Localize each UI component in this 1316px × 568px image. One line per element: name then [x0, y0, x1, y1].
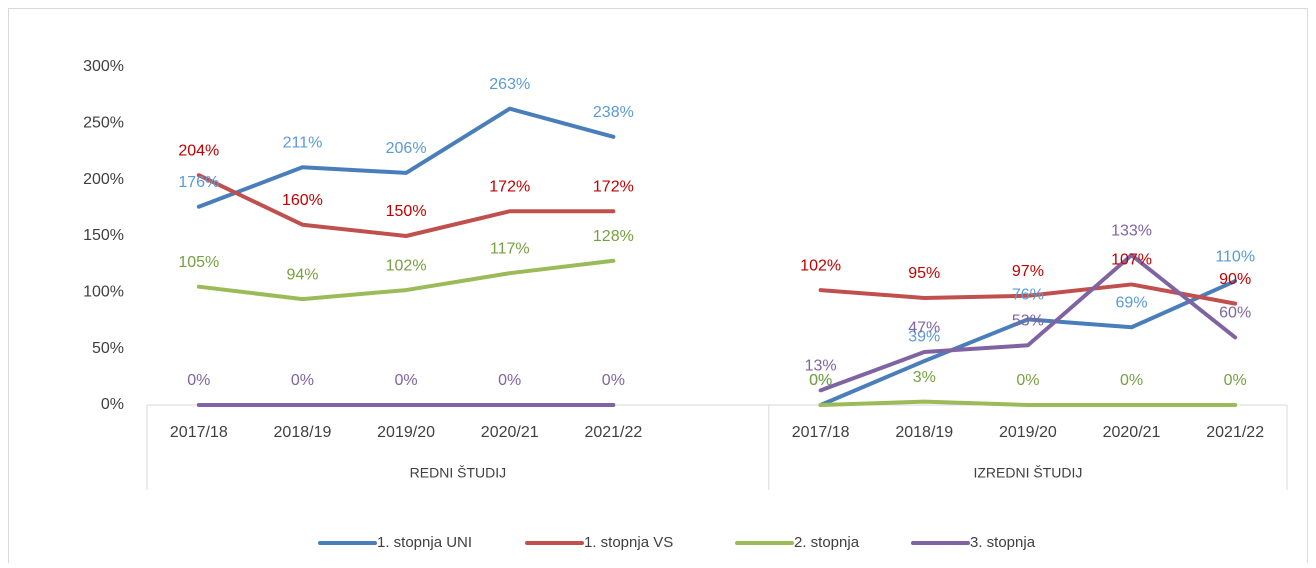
legend-label: 2. stopnja [794, 534, 860, 551]
data-label: 47% [908, 319, 940, 336]
data-label: 107% [1111, 252, 1152, 269]
data-label: 90% [1219, 271, 1251, 288]
data-label: 13% [805, 358, 837, 375]
data-label: 0% [187, 372, 210, 389]
data-label: 172% [489, 178, 530, 195]
y-tick-label: 50% [92, 340, 124, 357]
series-line [196, 253, 1238, 407]
data-label: 0% [809, 372, 832, 389]
data-label: 97% [1012, 263, 1044, 280]
data-label: 110% [1215, 248, 1255, 265]
legend-label: 1. stopnja VS [584, 534, 673, 551]
x-tick-label: 2021/22 [584, 424, 642, 441]
y-tick-label: 150% [83, 227, 124, 244]
data-label: 105% [178, 254, 219, 271]
data-label: 172% [593, 178, 634, 195]
data-label: 0% [291, 372, 314, 389]
data-label: 69% [1116, 294, 1148, 311]
x-tick-label: 2017/18 [792, 424, 850, 441]
series-line [196, 173, 1238, 306]
data-label: 0% [1016, 372, 1039, 389]
data-label: 263% [489, 76, 530, 93]
data-label: 238% [593, 104, 634, 121]
y-tick-label: 200% [83, 171, 124, 188]
data-label: 176% [178, 174, 219, 191]
series-line [196, 258, 1238, 407]
y-tick-label: 300% [83, 58, 124, 75]
data-label: 128% [593, 228, 634, 245]
data-label: 102% [386, 257, 427, 274]
data-label: 60% [1219, 305, 1251, 322]
x-tick-label: 2020/21 [481, 424, 539, 441]
x-tick-label: 2020/21 [1103, 424, 1161, 441]
data-label: 95% [908, 265, 940, 282]
x-tick-label: 2019/20 [999, 424, 1057, 441]
y-tick-label: 100% [83, 284, 124, 301]
data-label: 0% [498, 372, 521, 389]
x-tick-label: 2019/20 [377, 424, 435, 441]
data-label: 206% [386, 140, 427, 157]
data-label: 204% [178, 142, 219, 159]
x-tick-label: 2018/19 [895, 424, 953, 441]
y-tick-label: 0% [101, 396, 124, 413]
data-label: 39% [908, 328, 940, 345]
y-tick-label: 250% [83, 115, 124, 132]
data-label: 117% [490, 240, 530, 257]
data-label: 53% [1012, 313, 1044, 330]
data-label: 76% [1012, 287, 1044, 304]
data-label: 133% [1111, 222, 1152, 239]
legend-label: 1. stopnja UNI [377, 534, 472, 551]
data-label: 0% [1120, 372, 1143, 389]
group-label: IZREDNI ŠTUDIJ [973, 465, 1082, 481]
data-label: 211% [283, 134, 323, 151]
x-tick-label: 2018/19 [274, 424, 332, 441]
data-label: 102% [800, 257, 841, 274]
data-label: 94% [286, 266, 318, 283]
data-label: 0% [809, 372, 832, 389]
data-label: 150% [386, 203, 427, 220]
legend-label: 3. stopnja [970, 534, 1036, 551]
data-label: 0% [602, 372, 625, 389]
data-label: 0% [1224, 372, 1247, 389]
data-label: 3% [913, 369, 936, 386]
x-tick-label: 2017/18 [170, 424, 228, 441]
group-label: REDNI ŠTUDIJ [410, 465, 506, 481]
series-line [196, 106, 1238, 407]
data-label: 0% [395, 372, 418, 389]
x-tick-label: 2021/22 [1206, 424, 1264, 441]
data-label: 160% [282, 192, 323, 209]
